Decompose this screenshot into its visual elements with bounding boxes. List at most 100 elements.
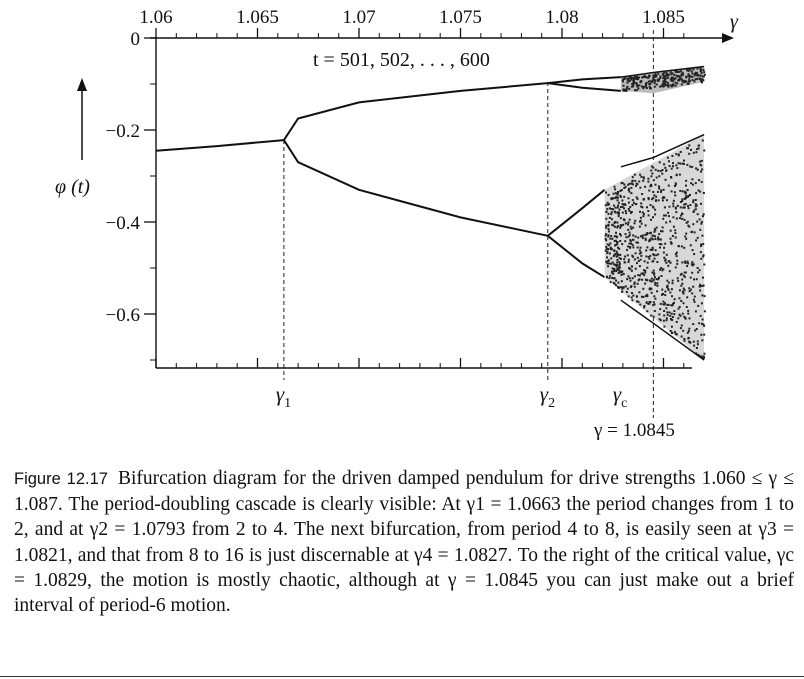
chaotic-point	[654, 75, 657, 78]
chaotic-point	[612, 255, 615, 257]
x-tick-label: 1.08	[545, 7, 578, 28]
chaotic-point	[703, 352, 706, 355]
chaotic-point	[614, 206, 617, 209]
chaotic-point	[619, 194, 622, 197]
chaotic-point	[605, 260, 608, 263]
lower-chaotic-band	[604, 134, 705, 360]
chaotic-point	[627, 201, 630, 204]
chaotic-point	[700, 245, 703, 247]
chaotic-point	[662, 85, 665, 88]
chaotic-point	[639, 186, 642, 189]
chaotic-point	[652, 301, 655, 304]
chaotic-point	[700, 72, 703, 75]
chaotic-point	[610, 208, 613, 210]
chaotic-point	[612, 272, 615, 275]
chaotic-point	[645, 87, 648, 89]
chaotic-point	[644, 295, 647, 297]
chaotic-point	[703, 73, 706, 76]
chaotic-point	[653, 82, 656, 85]
chaotic-point	[634, 203, 637, 206]
chaotic-point	[616, 268, 619, 271]
chaotic-point	[669, 229, 672, 232]
chaotic-point	[629, 225, 632, 228]
chaotic-point	[608, 277, 611, 279]
chaotic-point	[698, 218, 701, 221]
chaotic-point	[691, 183, 694, 186]
chaotic-point	[629, 286, 632, 289]
chaotic-point	[688, 78, 691, 81]
chaotic-point	[664, 259, 667, 262]
chaotic-point	[687, 205, 689, 207]
chaotic-point	[650, 80, 653, 83]
chaotic-point	[609, 246, 612, 249]
top-axis-arrow	[722, 33, 734, 43]
chaotic-point	[634, 75, 637, 78]
chaotic-point	[682, 274, 685, 277]
chaotic-point	[617, 281, 620, 284]
chaotic-point	[638, 225, 641, 228]
chaotic-point	[608, 216, 611, 219]
chaotic-point	[669, 291, 672, 294]
chaotic-point	[621, 290, 624, 293]
chaotic-point	[677, 307, 680, 310]
chaotic-point	[696, 343, 699, 346]
chaotic-point	[649, 279, 651, 282]
chaotic-point	[613, 210, 616, 213]
chaotic-point	[605, 246, 608, 248]
chaotic-point	[627, 295, 630, 298]
chaotic-point	[629, 79, 631, 82]
chaotic-point	[613, 249, 616, 252]
chaotic-point	[606, 248, 609, 251]
chaotic-point	[696, 340, 699, 343]
chaotic-point	[665, 253, 668, 256]
chaotic-point	[616, 211, 619, 214]
chaotic-point	[701, 81, 703, 84]
chaotic-point	[604, 234, 607, 237]
chaotic-point	[637, 78, 639, 81]
chaotic-point	[619, 253, 622, 256]
chaotic-point	[701, 78, 704, 81]
chaotic-point	[690, 182, 693, 185]
chaotic-point	[659, 268, 661, 271]
chaotic-point	[689, 204, 692, 206]
chaotic-point	[695, 347, 698, 349]
chaotic-point	[687, 312, 690, 315]
chaotic-point	[630, 186, 633, 189]
chaotic-point	[606, 208, 609, 211]
chaotic-point	[664, 290, 667, 293]
chaotic-point	[640, 175, 643, 178]
chaotic-point	[656, 290, 659, 293]
chaotic-point	[682, 302, 685, 305]
chaotic-point	[646, 310, 649, 313]
chaotic-point	[650, 175, 653, 178]
chaotic-point	[606, 201, 609, 204]
chaotic-point	[613, 235, 616, 238]
chaotic-point	[615, 284, 617, 287]
chaotic-point	[687, 194, 690, 197]
chaotic-point	[649, 254, 652, 257]
y-axis-label: φ (t)	[55, 176, 90, 198]
chaotic-point	[623, 195, 626, 198]
chaotic-point	[627, 208, 630, 210]
chaotic-point	[667, 85, 670, 88]
chaotic-point	[636, 256, 639, 259]
chaotic-point	[638, 180, 641, 183]
chaotic-point	[623, 183, 626, 186]
chaotic-point	[644, 233, 647, 236]
chaotic-point	[644, 82, 647, 85]
chaotic-point	[609, 281, 612, 284]
chaotic-point	[608, 230, 610, 233]
chaotic-point	[684, 235, 687, 238]
chaotic-point	[636, 246, 639, 249]
chaotic-point	[625, 291, 628, 293]
chaotic-point	[647, 198, 650, 201]
chaotic-point	[665, 80, 668, 83]
chaotic-point	[635, 78, 638, 80]
chaotic-point	[672, 216, 675, 219]
chaotic-point	[632, 84, 635, 87]
chaotic-point	[637, 236, 640, 239]
chaotic-point	[654, 283, 657, 286]
chaotic-point	[676, 262, 679, 265]
chaotic-point	[702, 284, 705, 287]
chaotic-point	[703, 333, 706, 336]
